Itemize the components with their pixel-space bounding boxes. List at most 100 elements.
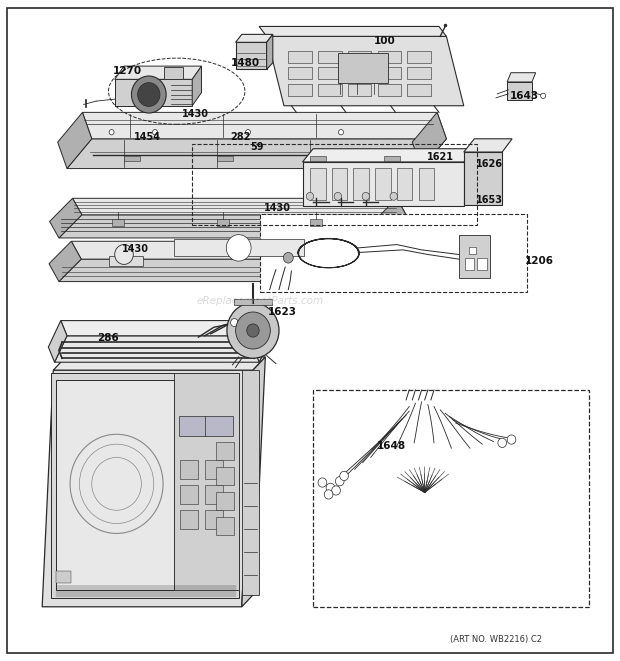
Bar — [375, 168, 391, 200]
Bar — [216, 442, 234, 460]
Bar — [205, 460, 223, 479]
Circle shape — [362, 192, 370, 200]
Bar — [260, 214, 527, 292]
Text: 1454: 1454 — [134, 132, 161, 142]
Circle shape — [231, 319, 238, 327]
Bar — [180, 485, 198, 504]
Polygon shape — [115, 79, 192, 106]
Polygon shape — [459, 235, 490, 278]
Bar — [205, 510, 223, 529]
Bar — [56, 571, 71, 583]
Circle shape — [227, 303, 279, 358]
Text: 1430: 1430 — [122, 243, 149, 254]
Polygon shape — [412, 112, 446, 169]
Circle shape — [498, 438, 507, 447]
Polygon shape — [50, 198, 82, 238]
Polygon shape — [267, 36, 464, 106]
Circle shape — [326, 483, 335, 492]
Text: 59: 59 — [250, 141, 264, 152]
Polygon shape — [59, 215, 406, 238]
Bar — [318, 84, 342, 96]
Bar — [180, 460, 198, 479]
Circle shape — [153, 130, 157, 135]
Polygon shape — [310, 156, 326, 161]
Bar — [216, 492, 234, 510]
Bar — [310, 168, 326, 200]
Circle shape — [332, 486, 340, 495]
Polygon shape — [115, 66, 202, 79]
Text: 1653: 1653 — [476, 194, 503, 205]
Polygon shape — [242, 357, 265, 607]
Polygon shape — [53, 357, 265, 370]
Polygon shape — [303, 162, 464, 206]
Polygon shape — [108, 256, 143, 266]
Text: 1480: 1480 — [231, 58, 259, 68]
Bar — [216, 467, 234, 485]
Polygon shape — [56, 380, 174, 590]
Polygon shape — [59, 259, 365, 282]
Bar — [348, 84, 371, 96]
Polygon shape — [42, 370, 253, 607]
Text: 1430: 1430 — [264, 203, 291, 214]
Polygon shape — [217, 156, 232, 161]
Polygon shape — [192, 66, 202, 106]
Circle shape — [541, 93, 546, 98]
Circle shape — [335, 477, 344, 486]
Bar — [348, 51, 371, 63]
Polygon shape — [61, 321, 272, 336]
Bar — [332, 168, 347, 200]
Polygon shape — [48, 321, 67, 362]
Bar — [353, 168, 369, 200]
Polygon shape — [174, 373, 239, 590]
Text: 1648: 1648 — [378, 441, 406, 451]
Circle shape — [138, 83, 160, 106]
Text: 1270: 1270 — [113, 66, 141, 77]
Bar — [407, 84, 431, 96]
Polygon shape — [82, 112, 446, 139]
Text: 1643: 1643 — [510, 91, 538, 101]
Bar — [242, 370, 259, 595]
Bar — [234, 299, 272, 305]
Circle shape — [324, 490, 333, 499]
Bar — [318, 51, 342, 63]
Polygon shape — [384, 156, 400, 161]
Polygon shape — [73, 198, 406, 215]
Polygon shape — [51, 373, 239, 598]
Bar — [288, 84, 312, 96]
Bar — [418, 168, 434, 200]
Circle shape — [131, 76, 166, 113]
Text: 1621: 1621 — [427, 152, 454, 163]
Polygon shape — [174, 239, 304, 256]
Polygon shape — [253, 321, 272, 362]
Text: 286: 286 — [97, 333, 120, 344]
Polygon shape — [124, 156, 140, 161]
Bar — [338, 53, 388, 83]
Circle shape — [247, 324, 259, 337]
Circle shape — [283, 253, 293, 263]
Bar — [348, 67, 371, 79]
Polygon shape — [236, 34, 273, 42]
Circle shape — [507, 435, 516, 444]
Polygon shape — [464, 152, 502, 205]
Circle shape — [246, 130, 250, 135]
Circle shape — [109, 130, 114, 135]
Bar — [469, 247, 476, 254]
Text: 1430: 1430 — [182, 108, 209, 119]
Bar — [192, 144, 477, 225]
Bar — [477, 258, 487, 270]
Polygon shape — [67, 139, 446, 169]
Polygon shape — [507, 73, 536, 82]
Polygon shape — [310, 219, 322, 226]
Circle shape — [249, 313, 256, 321]
Circle shape — [340, 471, 348, 481]
Text: 282: 282 — [231, 132, 250, 142]
Bar — [313, 390, 589, 607]
Polygon shape — [374, 198, 406, 238]
Polygon shape — [112, 219, 124, 226]
Bar — [378, 51, 401, 63]
Polygon shape — [49, 241, 81, 282]
Circle shape — [226, 235, 251, 261]
Bar — [288, 51, 312, 63]
Bar — [216, 517, 234, 535]
Polygon shape — [236, 42, 267, 69]
